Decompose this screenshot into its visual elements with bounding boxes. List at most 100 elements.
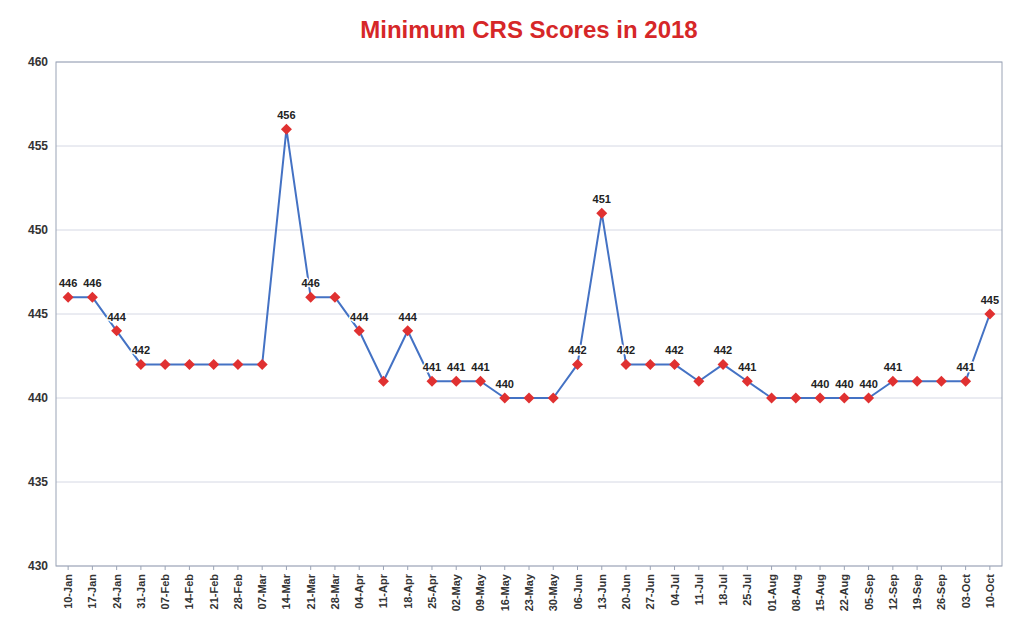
data-label: 440 xyxy=(859,378,877,390)
x-tick-label: 02-May xyxy=(450,573,462,611)
y-axis: 430435440445450455460 xyxy=(28,55,1002,573)
marker xyxy=(815,393,826,404)
marker xyxy=(160,359,171,370)
x-tick-label: 08-Aug xyxy=(790,574,802,611)
x-tick xyxy=(286,566,287,570)
x-tick-label: 01-Aug xyxy=(766,574,778,611)
marker xyxy=(354,325,365,336)
data-label: 442 xyxy=(665,344,683,356)
marker xyxy=(693,376,704,387)
x-tick xyxy=(480,566,481,570)
y-tick-label: 440 xyxy=(28,391,48,405)
x-tick xyxy=(795,566,796,570)
x-tick-label: 26-Sep xyxy=(935,574,947,610)
marker xyxy=(305,292,316,303)
x-tick-label: 11-Jul xyxy=(693,574,705,605)
chart-container: Minimum CRS Scores in 201843043544044545… xyxy=(0,0,1024,636)
data-label: 442 xyxy=(568,344,586,356)
x-tick-label: 19-Sep xyxy=(911,574,923,610)
x-tick xyxy=(698,566,699,570)
x-tick xyxy=(577,566,578,570)
x-tick-label: 10-Jan xyxy=(62,574,74,609)
data-label: 440 xyxy=(811,378,829,390)
x-tick-label: 24-Jan xyxy=(111,574,123,609)
x-tick-label: 18-Jul xyxy=(717,574,729,606)
x-tick xyxy=(456,566,457,570)
data-label: 446 xyxy=(302,277,320,289)
marker xyxy=(426,376,437,387)
x-tick-label: 14-Mar xyxy=(280,573,292,609)
x-tick xyxy=(771,566,772,570)
x-tick-label: 04-Apr xyxy=(353,573,365,609)
marker xyxy=(232,359,243,370)
x-tick xyxy=(68,566,69,570)
marker xyxy=(645,359,656,370)
x-tick-label: 22-Aug xyxy=(838,574,850,611)
marker xyxy=(402,325,413,336)
data-label: 445 xyxy=(981,294,999,306)
x-tick xyxy=(941,566,942,570)
x-tick xyxy=(116,566,117,570)
data-label: 446 xyxy=(83,277,101,289)
line xyxy=(68,129,990,398)
marker xyxy=(621,359,632,370)
x-tick-label: 05-Sep xyxy=(863,574,875,610)
marker xyxy=(184,359,195,370)
marker xyxy=(524,393,535,404)
marker xyxy=(378,376,389,387)
x-tick-label: 15-Aug xyxy=(814,574,826,611)
x-tick-label: 18-Apr xyxy=(402,573,414,609)
x-tick xyxy=(431,566,432,570)
data-label: 440 xyxy=(496,378,514,390)
data-label: 444 xyxy=(399,311,418,323)
data-label: 446 xyxy=(59,277,77,289)
x-tick xyxy=(310,566,311,570)
x-tick xyxy=(359,566,360,570)
x-tick-label: 17-Jan xyxy=(86,574,98,609)
data-label: 451 xyxy=(593,193,611,205)
marker xyxy=(451,376,462,387)
x-tick xyxy=(529,566,530,570)
data-label: 441 xyxy=(884,361,902,373)
x-tick xyxy=(965,566,966,570)
marker xyxy=(572,359,583,370)
x-tick-label: 06-Jun xyxy=(572,574,584,610)
x-tick xyxy=(723,566,724,570)
x-tick xyxy=(844,566,845,570)
data-label: 441 xyxy=(447,361,465,373)
x-tick-label: 25-Apr xyxy=(426,573,438,609)
x-tick xyxy=(189,566,190,570)
x-tick xyxy=(140,566,141,570)
data-label: 441 xyxy=(738,361,756,373)
x-tick xyxy=(334,566,335,570)
x-tick-label: 21-Feb xyxy=(208,574,220,610)
x-tick-label: 04-Jul xyxy=(669,574,681,606)
marker xyxy=(863,393,874,404)
x-tick-label: 21-Mar xyxy=(305,573,317,609)
x-tick xyxy=(213,566,214,570)
x-tick xyxy=(553,566,554,570)
marker xyxy=(766,393,777,404)
x-tick xyxy=(504,566,505,570)
x-tick xyxy=(626,566,627,570)
marker xyxy=(912,376,923,387)
title: Minimum CRS Scores in 2018 xyxy=(360,16,697,43)
x-tick-label: 03-Oct xyxy=(960,574,972,609)
y-tick-label: 455 xyxy=(28,139,48,153)
data-label: 442 xyxy=(132,344,150,356)
marker xyxy=(475,376,486,387)
x-axis: 10-Jan17-Jan24-Jan31-Jan07-Feb14-Feb21-F… xyxy=(62,566,996,611)
x-tick-label: 16-May xyxy=(499,573,511,611)
y-tick-label: 445 xyxy=(28,307,48,321)
marker xyxy=(596,208,607,219)
marker xyxy=(499,393,510,404)
x-tick xyxy=(601,566,602,570)
marker xyxy=(936,376,947,387)
x-tick-label: 27-Jun xyxy=(644,574,656,610)
x-tick-label: 20-Jun xyxy=(620,574,632,610)
marker xyxy=(718,359,729,370)
x-tick-label: 10-Oct xyxy=(984,574,996,609)
data-label: 444 xyxy=(107,311,126,323)
x-tick-label: 23-May xyxy=(523,573,535,611)
series xyxy=(63,124,996,404)
